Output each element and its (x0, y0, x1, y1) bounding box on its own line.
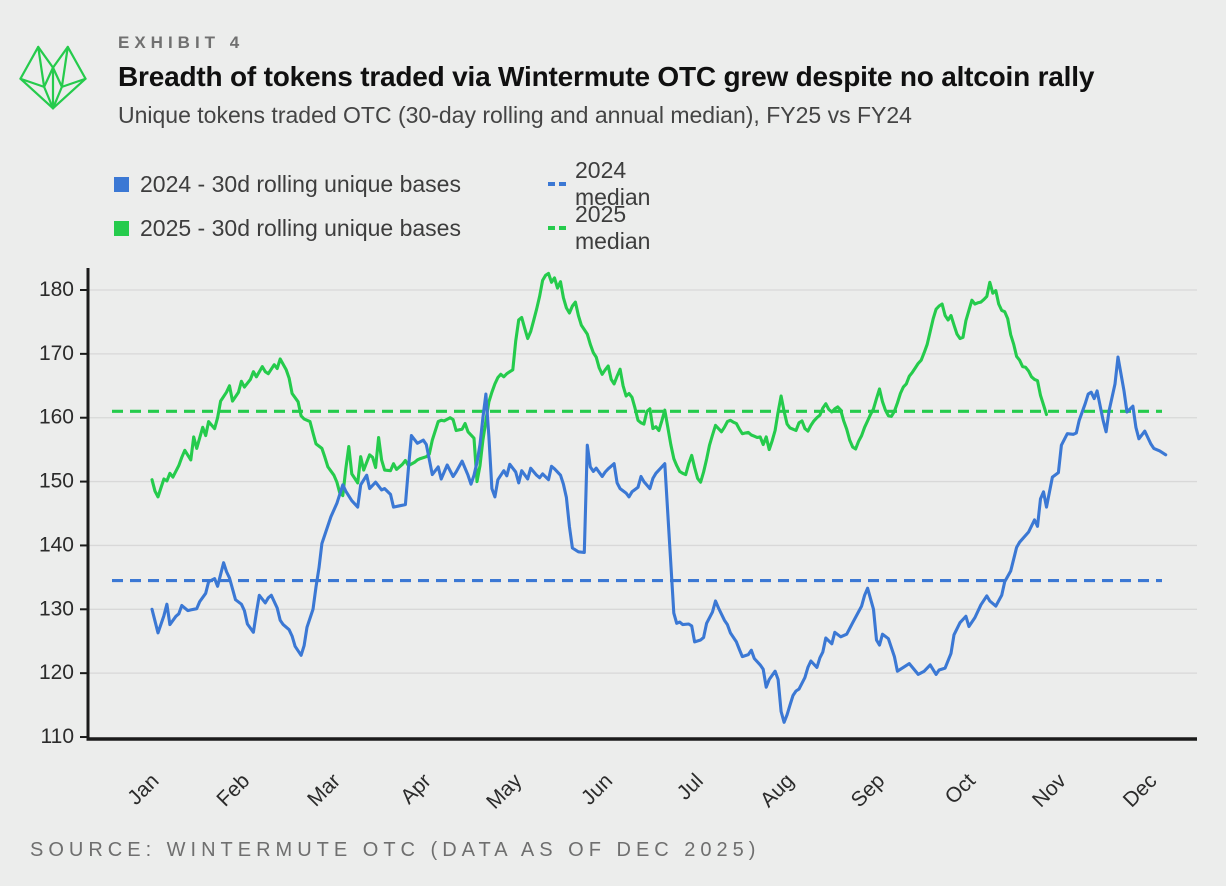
svg-text:Jan: Jan (123, 769, 163, 809)
svg-text:Nov: Nov (1028, 769, 1071, 812)
legend-item-2024-median: 2024 median (548, 157, 660, 211)
svg-text:Jun: Jun (577, 769, 617, 809)
legend-label: 2025 median (574, 201, 651, 254)
svg-text:160: 160 (39, 406, 74, 429)
svg-text:Dec: Dec (1119, 769, 1162, 812)
svg-text:150: 150 (39, 470, 74, 493)
legend-square-2024-icon (114, 176, 129, 192)
svg-text:Sep: Sep (847, 769, 890, 812)
svg-text:Apr: Apr (396, 769, 435, 808)
legend-row-2025: 2025 - 30d rolling unique bases 2025 med… (114, 201, 650, 254)
svg-text:Feb: Feb (212, 769, 254, 811)
legend-label: 2024 - 30d rolling unique bases (140, 170, 461, 197)
svg-text:180: 180 (39, 278, 74, 301)
svg-text:130: 130 (39, 597, 74, 620)
page-subtitle: Unique tokens traded OTC (30-day rolling… (118, 102, 912, 128)
legend-square-2025-icon (114, 220, 129, 236)
legend-item-2025-rolling: 2025 - 30d rolling unique bases (114, 215, 461, 242)
page-title: Breadth of tokens traded via Wintermute … (118, 61, 1095, 92)
svg-text:Aug: Aug (756, 769, 799, 812)
svg-text:120: 120 (39, 661, 74, 684)
legend-row-2024: 2024 - 30d rolling unique bases 2024 med… (114, 157, 650, 210)
exhibit-label: EXHIBIT 4 (118, 33, 245, 52)
wintermute-logo-icon (19, 45, 87, 110)
svg-text:170: 170 (39, 342, 74, 365)
svg-text:Oct: Oct (941, 769, 980, 808)
legend-dashes-2024-icon (548, 182, 566, 186)
svg-text:Mar: Mar (303, 769, 345, 811)
svg-text:Jul: Jul (673, 769, 708, 804)
legend-label: 2024 median (574, 157, 651, 210)
legend-label: 2025 - 30d rolling unique bases (140, 214, 461, 241)
legend-dashes-2025-icon (548, 226, 566, 230)
legend-item-2024-rolling: 2024 - 30d rolling unique bases (114, 171, 461, 198)
source-note: SOURCE: WINTERMUTE OTC (DATA AS OF DEC 2… (30, 839, 761, 861)
svg-text:140: 140 (39, 533, 74, 556)
svg-text:May: May (482, 769, 527, 814)
svg-text:110: 110 (41, 725, 74, 748)
legend-item-2025-median: 2025 median (548, 201, 660, 255)
